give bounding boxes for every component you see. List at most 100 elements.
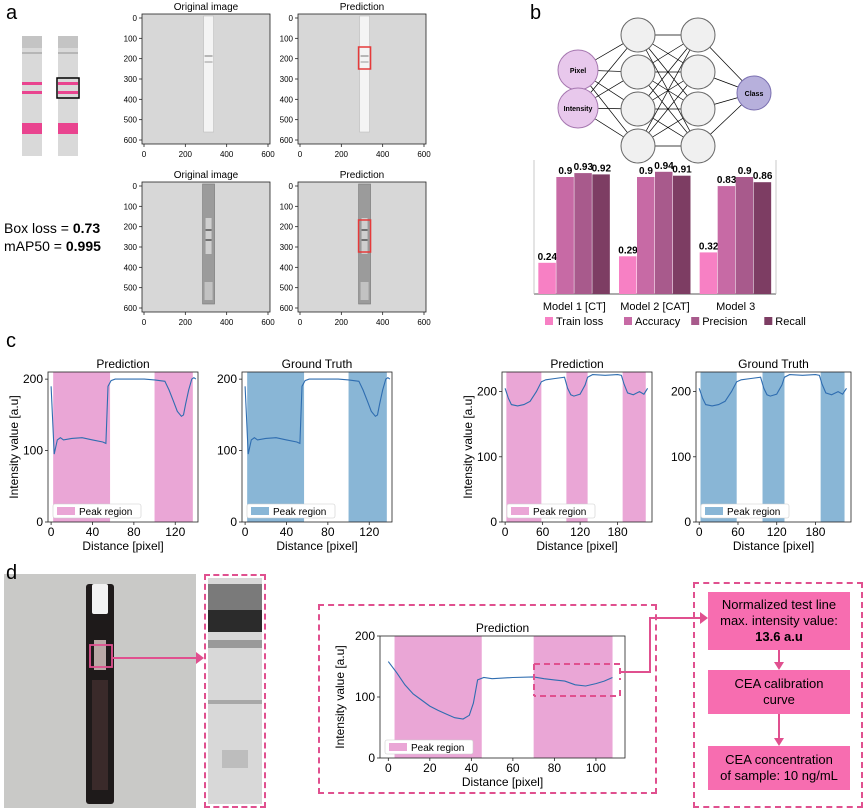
peak-region (506, 372, 541, 522)
bar-value-label: 0.93 (574, 162, 594, 173)
flow1-line1: Normalized test line (722, 597, 836, 612)
legend-swatch (624, 317, 632, 325)
ytick-label: 100 (217, 444, 237, 458)
ytick-label: 0 (133, 182, 138, 191)
ytick-label: 0 (684, 515, 691, 529)
input-node-label: Pixel (570, 68, 586, 75)
test-strip (360, 16, 370, 132)
bar-value-label: 0.9 (558, 166, 572, 177)
peak-region (349, 372, 387, 522)
peak-region (763, 372, 785, 522)
bar-value-label: 0.83 (717, 175, 737, 186)
x-axis-label: Distance [pixel] (733, 539, 814, 553)
flow-step-calibration: CEA calibration curve (708, 670, 850, 714)
bar-chart: 0.240.9 0.930.92Model 1 [CT]0.290.9 0.940.… (534, 160, 806, 328)
bar-value-label: 0.32 (699, 241, 719, 252)
xtick-label: 600 (261, 150, 275, 159)
cassette-well (205, 282, 213, 300)
cassette-window (206, 218, 212, 254)
legend-label: Peak region (533, 507, 586, 518)
bar (637, 177, 655, 294)
image-plot-title: Prediction (340, 170, 384, 181)
chart-title: Prediction (550, 357, 603, 371)
ytick-label: 0 (230, 515, 237, 529)
bar (619, 256, 637, 294)
bar-value-label: 0.24 (538, 252, 558, 263)
xtick-label: 200 (335, 318, 349, 327)
arrow-head (196, 652, 204, 664)
flow-step-normalized: Normalized test line max. intensity valu… (708, 592, 850, 650)
peak-region (566, 372, 587, 522)
ytick-label: 600 (124, 136, 138, 145)
hidden-node (621, 92, 655, 126)
bar (718, 186, 736, 294)
ytick-label: 400 (124, 95, 138, 104)
peak-region (247, 372, 304, 522)
xtick-label: 0 (298, 318, 303, 327)
bar-value-label: 0.92 (592, 163, 612, 174)
xtick-label: 0 (142, 150, 147, 159)
ytick-label: 200 (217, 372, 237, 386)
line-chart-c4: Ground Truth0 60 120 1800100200Distance [pi… (671, 357, 851, 553)
ytick-label: 100 (23, 444, 43, 458)
legend-label: Peak region (273, 507, 326, 518)
ytick-label: 600 (280, 136, 294, 145)
xtick-label: 0 (142, 318, 147, 327)
flow1-value: 13.6 a.u (755, 629, 803, 644)
input-node-label: Intensity (564, 106, 593, 113)
legend-label: Peak region (79, 507, 132, 518)
ytick-label: 500 (124, 116, 138, 125)
map50-value: 0.995 (66, 238, 101, 254)
ytick-label: 200 (671, 385, 691, 399)
ytick-label: 400 (124, 263, 138, 272)
nn-connections (578, 35, 754, 146)
xtick-label: 120 (570, 525, 590, 539)
flow2-line1: CEA calibration (735, 676, 824, 691)
bar (592, 174, 610, 294)
bar (538, 263, 556, 294)
bar-value-label: 0.91 (672, 165, 692, 176)
sample-pad (58, 123, 78, 134)
image-plot: Original image 0 100 200 300 400 500 600 0 200 400… (124, 170, 276, 327)
cassette-well (361, 282, 369, 300)
box-loss-label: Box loss = (4, 220, 73, 236)
chart-title: Prediction (96, 357, 149, 371)
panel-label-c: c (6, 330, 16, 353)
legend-swatch (691, 317, 699, 325)
ytick-label: 0 (133, 14, 138, 23)
ytick-label: 200 (23, 372, 43, 386)
legend-label: Train loss (556, 316, 604, 328)
bar (574, 173, 592, 294)
flow3-line2: of sample: 10 ng/mL (720, 768, 838, 783)
ytick-label: 200 (477, 385, 497, 399)
xtick-label: 40 (280, 525, 294, 539)
xtick-label: 80 (321, 525, 335, 539)
hidden-node (621, 129, 655, 163)
hidden-node (681, 55, 715, 89)
image-plot-title: Prediction (340, 2, 384, 13)
sample-pad (22, 123, 42, 134)
ytick-label: 400 (280, 95, 294, 104)
ytick-label: 100 (124, 34, 138, 43)
xtick-label: 180 (608, 525, 628, 539)
panel-label-b: b (530, 2, 541, 25)
ytick-label: 300 (124, 75, 138, 84)
flow1-line2: max. intensity value: (720, 613, 838, 628)
xtick-label: 200 (179, 318, 193, 327)
test-strip (204, 16, 214, 132)
ytick-label: 100 (477, 450, 497, 464)
hidden-node (621, 55, 655, 89)
strip-body (22, 36, 42, 156)
peak-region (701, 372, 737, 522)
peak-region (155, 372, 193, 522)
xtick-label: 0 (48, 525, 55, 539)
legend-swatch (251, 507, 269, 515)
x-axis-label: Distance [pixel] (536, 539, 617, 553)
bar (556, 177, 574, 294)
box-loss-value: 0.73 (73, 220, 100, 236)
legend-swatch (545, 317, 553, 325)
bar (673, 176, 691, 294)
xtick-label: 120 (359, 525, 379, 539)
xtick-label: 400 (376, 318, 390, 327)
